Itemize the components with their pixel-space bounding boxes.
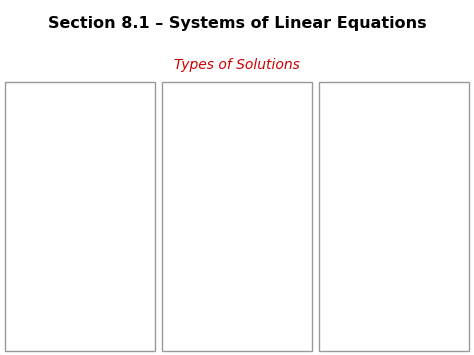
Text: Infinite solutions: Infinite solutions <box>194 114 280 124</box>
Text: One solution: One solution <box>47 114 113 124</box>
Text: Types of Solutions: Types of Solutions <box>174 59 300 72</box>
Text: Inconsistent System: Inconsistent System <box>335 92 454 103</box>
Text: No solution: No solution <box>365 114 424 124</box>
Text: Section 8.1 – Systems of Linear Equations: Section 8.1 – Systems of Linear Equation… <box>48 16 426 32</box>
Text: Consistent System: Consistent System <box>25 92 135 103</box>
Text: Consistent System: Consistent System <box>182 92 292 103</box>
